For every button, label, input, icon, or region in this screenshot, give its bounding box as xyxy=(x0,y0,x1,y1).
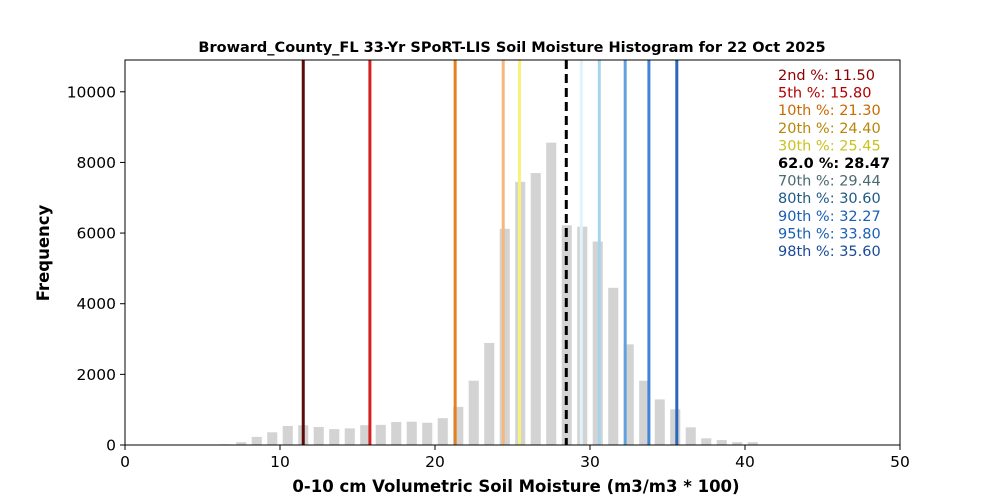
histogram-bar xyxy=(313,426,324,445)
histogram-bar xyxy=(592,241,603,445)
x-tick-label: 40 xyxy=(735,453,755,471)
x-tick-label: 50 xyxy=(890,453,910,471)
histogram-bar xyxy=(251,436,262,445)
y-tick-label: 6000 xyxy=(77,225,116,243)
y-axis-ticks: 0 2000 4000 6000 8000 10000 xyxy=(67,83,125,455)
percentile-label: 62.0 %: 28.47 xyxy=(778,156,890,172)
histogram-bar xyxy=(360,425,371,445)
x-tick-label: 30 xyxy=(580,453,600,471)
percentile-label: 5th %: 15.80 xyxy=(778,86,872,102)
histogram-bar xyxy=(499,228,510,445)
histogram-bar xyxy=(654,399,665,445)
y-tick-label: 4000 xyxy=(77,295,116,313)
percentile-label: 2nd %: 11.50 xyxy=(778,68,875,84)
histogram-bar xyxy=(484,342,495,445)
histogram-bar xyxy=(344,428,355,445)
histogram-bar xyxy=(747,442,758,445)
x-tick-label: 10 xyxy=(270,453,290,471)
histogram-bar xyxy=(329,429,340,445)
percentile-label: 70th %: 29.44 xyxy=(778,174,881,190)
histogram-bar xyxy=(732,442,743,445)
y-tick-label: 10000 xyxy=(67,83,116,101)
histogram-bar xyxy=(670,409,681,445)
chart-title: Broward_County_FL 33-Yr SPoRT-LIS Soil M… xyxy=(198,40,825,56)
y-tick-label: 0 xyxy=(106,437,116,455)
y-tick-label: 2000 xyxy=(77,366,116,384)
y-axis-label: Frequency xyxy=(34,204,53,301)
x-axis-label: 0-10 cm Volumetric Soil Moisture (m3/m3 … xyxy=(292,477,739,496)
y-tick-label: 8000 xyxy=(77,154,116,172)
histogram-bar xyxy=(561,225,572,445)
histogram-bar xyxy=(716,440,727,445)
histogram-bar xyxy=(236,442,247,445)
percentile-label: 95th %: 33.80 xyxy=(778,226,881,242)
histogram-bar xyxy=(406,421,417,445)
histogram-bar xyxy=(267,432,278,445)
percentile-label: 98th %: 35.60 xyxy=(778,244,881,260)
percentile-lines-group xyxy=(301,60,679,445)
percentile-label: 30th %: 25.45 xyxy=(778,138,881,154)
percentile-label: 90th %: 32.27 xyxy=(778,209,881,225)
histogram-bar xyxy=(453,406,464,445)
histogram-bar xyxy=(701,438,712,445)
histogram-bar xyxy=(437,418,448,445)
histogram-bar xyxy=(639,380,650,445)
histogram-bar xyxy=(685,427,696,445)
x-tick-label: 0 xyxy=(120,453,130,471)
histogram-bar xyxy=(282,425,293,445)
x-axis-ticks: 0 10 20 30 40 50 xyxy=(120,445,910,471)
histogram-bar xyxy=(608,287,619,445)
percentile-label: 80th %: 30.60 xyxy=(778,191,881,207)
plot-frame xyxy=(124,59,901,446)
histogram-bar xyxy=(530,173,541,445)
histogram-bar xyxy=(391,422,402,445)
histogram-bar xyxy=(623,344,634,445)
histogram-bar xyxy=(546,142,557,446)
percentile-label: 20th %: 24.40 xyxy=(778,121,881,137)
histogram-bar xyxy=(422,422,433,445)
histogram-bar xyxy=(375,424,386,445)
x-tick-label: 20 xyxy=(425,453,445,471)
histogram-bar xyxy=(468,380,479,445)
percentile-label: 10th %: 21.30 xyxy=(778,103,881,119)
